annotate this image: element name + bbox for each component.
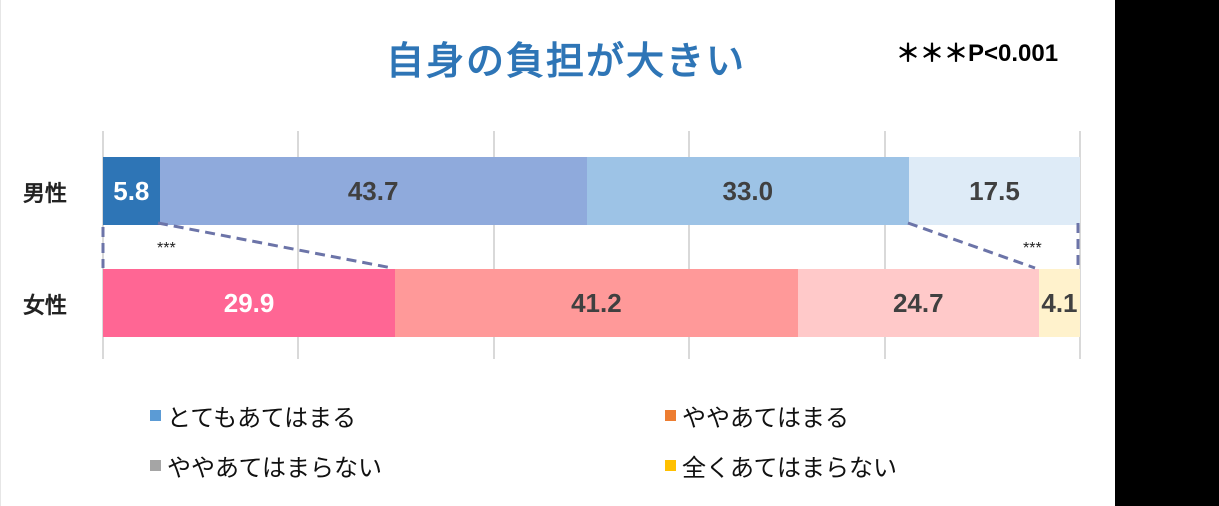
gridline-40 (493, 131, 495, 359)
black-panel (1115, 0, 1219, 506)
segment-male-somewhat-not: 33.0 (586, 157, 909, 225)
significance-stars-left: *** (157, 240, 176, 257)
comparison-dashed-lines (101, 221, 1080, 270)
legend-label: ややあてはまる (682, 404, 850, 432)
gridline-80 (884, 131, 886, 359)
gridline-100 (1079, 131, 1081, 359)
chart-title: 自身の負担が大きい (385, 39, 746, 83)
segment-female-not-at-all: 4.1 (1038, 269, 1080, 337)
significance-stars-right: *** (1023, 240, 1042, 257)
segment-male-somewhat: 43.7 (159, 157, 587, 225)
value-label: 4.1 (1041, 287, 1078, 318)
legend-item-not-at-all: 全くあてはまらない (665, 448, 897, 483)
value-label: 5.8 (113, 175, 150, 206)
category-label-male: 男性 (23, 182, 68, 207)
legend-item-very: とてもあてはまる (150, 398, 356, 433)
value-label: 41.2 (571, 287, 622, 318)
category-label-female: 女性 (23, 294, 68, 319)
gridline-60 (688, 131, 690, 359)
bar-male: 5.8 43.7 33.0 17.5 (103, 157, 1080, 225)
legend-label: 全くあてはまらない (682, 454, 898, 482)
value-label: 24.7 (892, 287, 944, 318)
legend-swatch-orange (665, 410, 676, 421)
segment-male-not-at-all: 17.5 (909, 157, 1080, 225)
legend-label: とてもあてはまる (167, 404, 357, 432)
value-label: 29.9 (223, 287, 275, 318)
segment-female-very: 29.9 (103, 269, 396, 337)
value-label: 33.0 (722, 175, 774, 206)
legend-swatch-gray (150, 460, 161, 471)
legend-swatch-yellow (665, 460, 676, 471)
legend-label: ややあてはまらない (167, 454, 383, 482)
value-label: 17.5 (969, 175, 1020, 206)
segment-female-somewhat: 41.2 (395, 269, 798, 337)
legend-swatch-blue (150, 410, 161, 421)
legend-item-somewhat-not: ややあてはまらない (150, 448, 382, 483)
chart-frame: 自身の負担が大きい ＊＊＊P<0.001 男性 女性 5.8 43.7 33.0… (0, 0, 1081, 506)
gridline-20 (297, 131, 299, 359)
segment-female-somewhat-not: 24.7 (797, 269, 1039, 337)
segment-male-very: 5.8 (103, 157, 160, 225)
legend-item-somewhat: ややあてはまる (665, 398, 849, 433)
value-label: 43.7 (347, 175, 399, 206)
significance-note: ＊＊＊P<0.001 (896, 40, 1059, 67)
bar-female: 29.9 41.2 24.7 4.1 (103, 269, 1080, 337)
